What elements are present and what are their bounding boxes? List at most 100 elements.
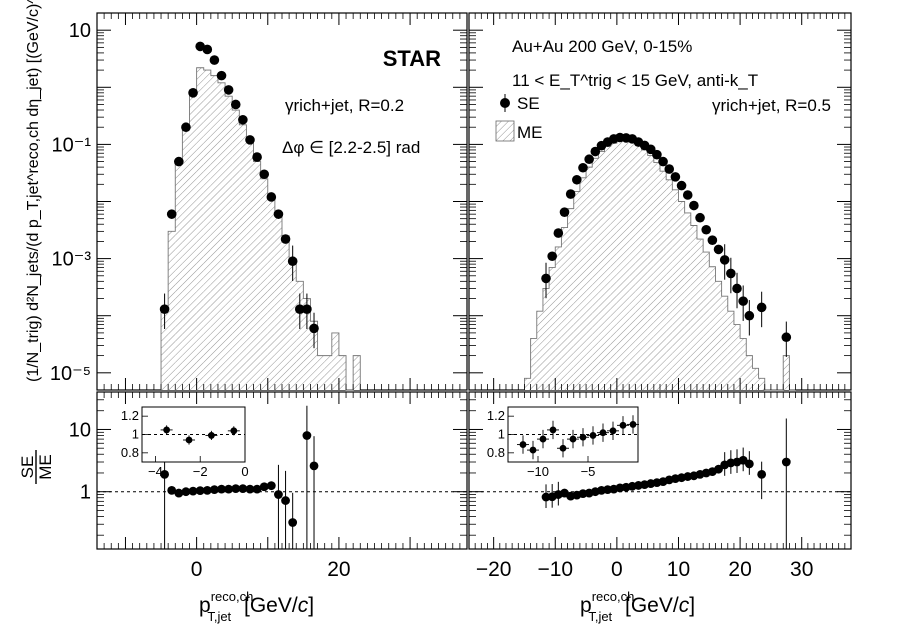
me-histogram-bar [579, 177, 587, 390]
ratio-data-point [309, 461, 319, 471]
me-histogram-bar [331, 332, 339, 390]
inset-x-tick-label: −5 [581, 464, 596, 479]
se-data-point [266, 192, 277, 202]
legend-se-marker [500, 98, 510, 108]
se-data-point [695, 212, 705, 223]
ratio-data-point [231, 484, 241, 494]
x-tick-label: 30 [790, 558, 813, 581]
me-histogram-bar [530, 338, 537, 390]
legend: SE ME [495, 94, 543, 142]
me-histogram-bar [666, 179, 673, 390]
se-data-point [166, 209, 177, 219]
se-data-point [287, 256, 298, 267]
inset-data-point [208, 432, 215, 439]
me-histogram-bar [758, 378, 765, 390]
me-histogram-bar [282, 235, 290, 390]
se-data-point [645, 144, 656, 155]
ratio-data-point [781, 457, 791, 467]
me-histogram-bar [303, 298, 311, 390]
me-histogram-bar [635, 145, 642, 390]
me-histogram-bar [703, 252, 710, 390]
me-histogram-bar [623, 140, 630, 390]
me-histogram-bar [189, 89, 197, 390]
se-data-point [159, 304, 170, 315]
me-histogram-bar [678, 201, 685, 390]
y-axis-label-bottom: SE ME [18, 450, 55, 484]
me-histogram-bar [524, 378, 531, 390]
se-data-point [565, 189, 576, 199]
y-tick-label: 10⁻¹ [52, 134, 92, 156]
inset-data-point [163, 426, 171, 434]
me-histogram-bar [225, 96, 233, 391]
se-data-point [230, 99, 241, 110]
inset-y-tick-label: 0.8 [487, 445, 505, 460]
se-data-point [744, 310, 755, 321]
se-data-point [738, 296, 748, 306]
inset-data-point [559, 444, 567, 452]
se-data-point [238, 114, 248, 125]
me-histogram-bar [536, 311, 543, 390]
se-data-point [726, 268, 736, 279]
ratio-data-point [757, 469, 767, 479]
inset-data-point [185, 436, 193, 444]
me-histogram-bar [690, 225, 697, 390]
panel-top-left: 10 10⁻¹ 10⁻³ 10⁻⁵ [50, 12, 468, 391]
legend-se-label: SE [517, 94, 540, 113]
inset-frame [141, 406, 246, 463]
me-histogram-bar [246, 142, 254, 390]
ratio-data-point [288, 518, 298, 527]
me-histogram-bar [629, 142, 636, 390]
me-histogram-bar [253, 161, 261, 390]
ratio-data-point [202, 485, 212, 495]
x-tick-label: 0 [611, 558, 623, 581]
se-data-point [309, 323, 319, 334]
me-histogram-bar [168, 231, 176, 390]
ratio-data-point [238, 484, 248, 494]
inset-data-point [589, 432, 597, 439]
se-data-point [676, 180, 687, 191]
me-histogram-bar [660, 171, 667, 390]
se-data-point [174, 156, 184, 167]
inset-x-tick-label: −10 [527, 464, 549, 479]
se-data-point [781, 332, 792, 343]
me-histogram-bar [161, 309, 169, 390]
svg-text:preco,chT,jet [GeV/c]: preco,ch T,jet [GeV/c] [580, 589, 695, 624]
se-data-point [547, 251, 557, 262]
me-histogram-bar [672, 189, 679, 390]
se-data-point [252, 152, 262, 162]
me-histogram-bar [561, 227, 568, 390]
ratio-data-point [181, 487, 191, 497]
se-data-point [652, 149, 662, 160]
x-tick-label: −20 [476, 558, 512, 581]
ratio-data-point [195, 486, 205, 496]
y-axis-label-top: (1/N_trig) d²N_jets/(d p_T,jet^reco,ch d… [25, 0, 42, 382]
inset-x-tick-label: −4 [148, 464, 163, 479]
se-data-point [732, 283, 742, 294]
se-data-point [682, 190, 693, 200]
me-histogram-bar [203, 70, 211, 390]
legend-me-swatch [495, 120, 515, 142]
inset-y-tick-label: 1.2 [487, 408, 505, 423]
me-histogram-bar [715, 281, 722, 390]
panel-top-right [468, 12, 852, 391]
ratio-data-point [160, 469, 169, 479]
ratio-data-point [281, 496, 290, 505]
inset-data-point [519, 441, 527, 448]
x-tick-label: 20 [728, 558, 751, 581]
me-histogram-bar [267, 196, 275, 390]
ratio-data-point [714, 464, 723, 474]
se-data-point [713, 244, 724, 255]
me-histogram-bar [353, 355, 361, 390]
se-data-point [188, 88, 198, 98]
y-label-den: ME [36, 454, 55, 480]
me-histogram-bar [296, 281, 304, 390]
se-data-point [223, 85, 234, 95]
legend-me-label: ME [517, 123, 543, 142]
me-histogram-bar [549, 267, 556, 390]
annotation-dphi: Δφ ∈ [2.2-2.5] rad [282, 138, 420, 157]
annotation-jet-r02: γrich+jet, R=0.2 [285, 96, 404, 115]
inset-data-point [629, 421, 637, 428]
se-data-point [559, 207, 570, 217]
ratio-data-point [266, 481, 276, 491]
